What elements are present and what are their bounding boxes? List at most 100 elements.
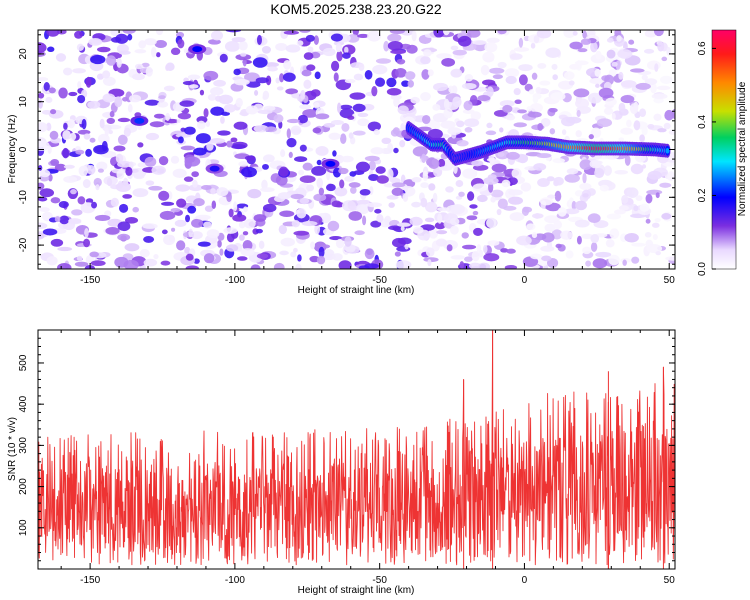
- spectrogram-noise-cell: [554, 190, 562, 202]
- spectrogram-noise-cell: [639, 134, 645, 143]
- spectrogram-noise-cell: [141, 62, 150, 68]
- spectrogram-noise-cell: [424, 217, 435, 223]
- page-title: KOM5.2025.238.23.20.G22: [270, 1, 442, 17]
- spectrogram-noise-cell: [518, 37, 524, 48]
- spectrogram-noise-cell: [590, 242, 598, 252]
- spectrogram-noise-cell: [296, 208, 307, 219]
- spectrogram-noise-cell: [605, 239, 615, 248]
- spectrogram-noise-cell: [635, 82, 651, 90]
- spectrogram-noise-cell: [38, 182, 45, 190]
- spectrogram-noise-cell: [522, 206, 533, 213]
- spectrogram-noise-cell: [387, 33, 402, 42]
- spectrogram-noise-cell: [574, 190, 584, 197]
- spectrogram-noise-cell: [582, 30, 587, 39]
- spectrogram-blob: [192, 46, 203, 53]
- spectrogram-noise-cell: [46, 30, 60, 37]
- spectrogram-noise-cell: [533, 35, 540, 44]
- spectrogram-noise-cell: [438, 158, 446, 168]
- spectrogram-noise-cell: [645, 193, 653, 204]
- spectrogram-noise-cell: [421, 69, 430, 80]
- spectrogram-noise-cell: [340, 155, 354, 163]
- spectrogram-ytick-label: 20: [18, 48, 29, 60]
- spectrogram-noise-cell: [412, 226, 424, 234]
- spectrogram-noise-cell: [614, 169, 629, 175]
- spectrogram-noise-cell: [187, 205, 197, 214]
- spectrogram-noise-cell: [174, 219, 187, 227]
- spectrogram-plot-area: [38, 30, 675, 269]
- spectrogram-noise-cell: [301, 69, 312, 77]
- spectrogram-noise-cell: [513, 46, 530, 52]
- spectrogram-noise-cell: [145, 66, 153, 77]
- spectrogram-noise-cell: [335, 43, 343, 53]
- spectrogram-noise-cell: [342, 52, 351, 59]
- spectrogram-noise-cell: [258, 240, 265, 250]
- spectrogram-noise-cell: [467, 191, 475, 201]
- spectrogram-noise-cell: [497, 152, 505, 157]
- spectrogram-noise-cell: [123, 259, 139, 269]
- spectrogram-noise-cell: [175, 184, 190, 192]
- spectrogram-noise-cell: [326, 170, 331, 181]
- spectrogram-noise-cell: [478, 249, 484, 258]
- spectrogram-noise-cell: [256, 34, 262, 45]
- spectrogram-noise-cell: [606, 37, 614, 43]
- spectrogram-noise-cell: [211, 200, 217, 209]
- spectrogram-noise-cell: [354, 230, 365, 236]
- spectrogram-noise-cell: [89, 137, 96, 143]
- spectrogram-noise-cell: [469, 204, 478, 209]
- spectrogram-noise-cell: [139, 248, 150, 258]
- spectrogram-noise-cell: [652, 234, 658, 241]
- spectrogram-noise-cell: [375, 58, 392, 64]
- spectrogram-noise-cell: [506, 248, 516, 254]
- spectrogram-noise-cell: [159, 210, 176, 221]
- spectrogram-noise-cell: [278, 166, 289, 177]
- snr-ytick-label: 300: [18, 437, 29, 454]
- spectrogram-noise-cell: [614, 209, 626, 215]
- spectrogram-noise-cell: [105, 55, 117, 66]
- spectrogram-blob: [325, 160, 336, 167]
- spectrogram-noise-cell: [598, 87, 614, 99]
- spectrogram-noise-cell: [576, 235, 582, 245]
- spectrogram-noise-cell: [605, 97, 617, 106]
- spectrogram-noise-cell: [569, 41, 583, 50]
- spectrogram-noise-cell: [158, 95, 166, 100]
- spectrogram-noise-cell: [647, 170, 662, 180]
- spectrogram-noise-cell: [209, 137, 226, 144]
- spectrogram-noise-cell: [472, 40, 487, 45]
- spectrogram-noise-cell: [290, 193, 304, 200]
- spectrogram-noise-cell: [158, 156, 169, 166]
- spectrogram-noise-cell: [191, 231, 203, 240]
- spectrogram-noise-cell: [651, 222, 660, 228]
- spectrogram-noise-cell: [303, 79, 312, 90]
- spectrogram-noise-cell: [257, 109, 273, 115]
- spectrogram-noise-cell: [102, 70, 111, 79]
- spectrogram-noise-cell: [509, 212, 525, 222]
- spectrogram-noise-cell: [633, 101, 639, 112]
- spectrogram-noise-cell: [207, 94, 217, 101]
- spectrogram-noise-cell: [86, 165, 96, 175]
- spectrogram-noise-cell: [487, 240, 500, 246]
- spectrogram-noise-cell: [609, 228, 620, 239]
- spectrogram-noise-cell: [438, 166, 453, 171]
- spectrogram-noise-cell: [393, 97, 400, 108]
- spectrogram-noise-cell: [409, 216, 423, 226]
- spectrogram-noise-cell: [427, 128, 443, 140]
- spectrogram-noise-cell: [195, 133, 211, 144]
- spectrogram-noise-cell: [630, 68, 645, 73]
- spectrogram-noise-cell: [293, 230, 310, 236]
- spectrogram-xtick-label: 50: [664, 275, 676, 286]
- spectrogram-noise-cell: [655, 251, 662, 256]
- spectrogram-noise-cell: [170, 155, 180, 164]
- spectrogram-noise-cell: [551, 63, 558, 70]
- spectrogram-noise-cell: [219, 248, 224, 256]
- spectrogram-noise-cell: [75, 146, 81, 151]
- spectrogram-noise-cell: [39, 207, 50, 212]
- spectrogram-noise-cell: [488, 67, 505, 74]
- spectrogram-noise-cell: [228, 208, 234, 218]
- spectrogram-noise-cell: [411, 30, 417, 42]
- spectrogram-noise-cell: [235, 97, 243, 108]
- spectrogram-noise-cell: [252, 57, 268, 68]
- spectrogram-noise-cell: [517, 154, 529, 164]
- spectrogram-noise-cell: [480, 64, 490, 76]
- spectrogram-noise-cell: [552, 74, 558, 81]
- spectrogram-noise-cell: [267, 66, 278, 72]
